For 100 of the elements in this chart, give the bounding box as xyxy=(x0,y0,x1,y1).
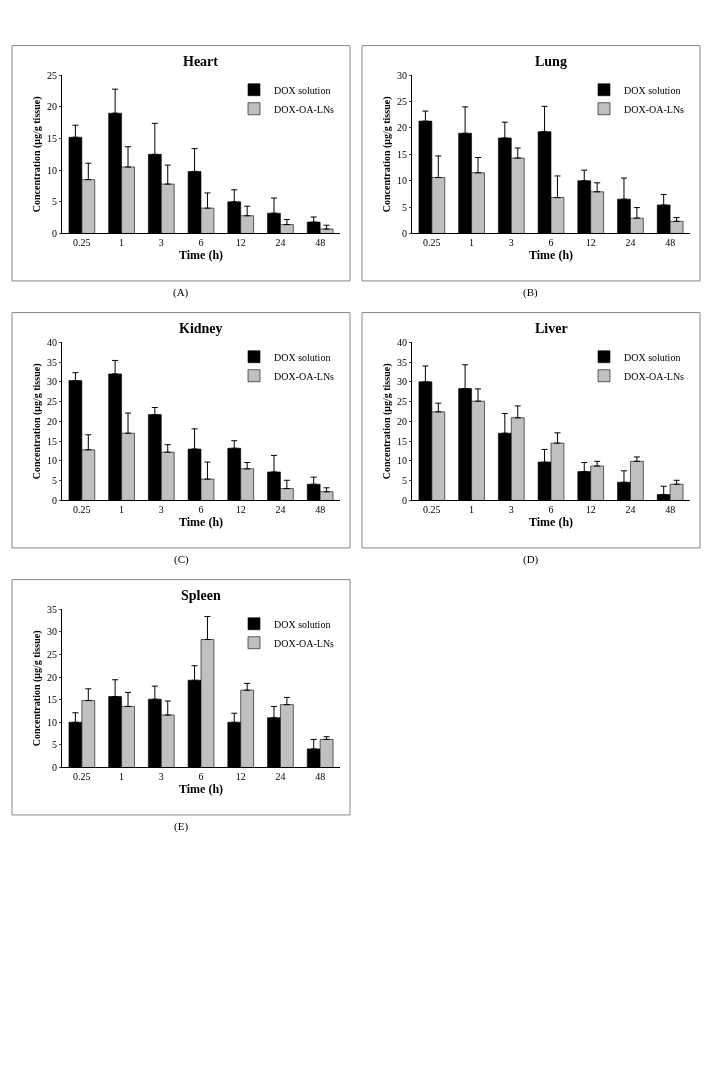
y-tick-label: 35 xyxy=(47,356,57,368)
text: (B) xyxy=(523,286,538,299)
x-tick-label: 0.25 xyxy=(73,504,91,516)
y-tick-label: 0 xyxy=(52,761,57,773)
chart-title: Spleen xyxy=(181,588,221,603)
y-tick-label: 5 xyxy=(402,201,407,213)
y-tick-label: 25 xyxy=(47,396,57,408)
x-tick-label: 6 xyxy=(548,504,554,516)
x-tick-label: 24 xyxy=(625,237,636,249)
x-tick-label: 48 xyxy=(665,237,676,249)
x-tick-label: 6 xyxy=(198,504,204,516)
x-tick-label: 24 xyxy=(275,237,286,249)
y-tick-label: 10 xyxy=(47,164,57,176)
y-tick-label: 5 xyxy=(52,739,57,751)
y-tick-label: 0 xyxy=(52,227,57,239)
x-tick-label: 12 xyxy=(235,504,246,516)
y-tick-label: 5 xyxy=(402,475,407,487)
x-tick-label: 1 xyxy=(469,237,475,249)
legend-label: DOX-OA-LNs xyxy=(274,637,335,649)
y-axis-title: Concentration (μg/g tissue) xyxy=(31,363,43,480)
x-tick-label: 12 xyxy=(585,237,596,249)
y-tick-label: 40 xyxy=(47,336,57,348)
y-tick-label: 20 xyxy=(47,101,57,113)
x-tick-label: 0.25 xyxy=(73,771,91,783)
y-tick-label: 20 xyxy=(47,671,57,683)
x-tick-label: 1 xyxy=(469,504,475,516)
x-axis-title: Time (h) xyxy=(178,782,224,797)
chart-title: Liver xyxy=(535,321,568,336)
chart-title: Lung xyxy=(535,54,567,69)
legend-label: DOX solution xyxy=(624,84,681,96)
y-tick-label: 15 xyxy=(47,694,57,706)
x-tick-label: 48 xyxy=(315,771,326,783)
x-tick-label: 6 xyxy=(198,771,204,783)
y-axis-title: Concentration (μg/g tissue) xyxy=(31,630,43,747)
y-tick-label: 35 xyxy=(397,356,407,368)
legend-label: DOX solution xyxy=(624,351,681,363)
y-tick-label: 30 xyxy=(47,376,57,388)
y-tick-label: 10 xyxy=(397,455,407,467)
x-tick-label: 6 xyxy=(198,237,204,249)
chart-title: Kidney xyxy=(179,321,223,336)
x-tick-label: 1 xyxy=(119,771,125,783)
y-tick-label: 20 xyxy=(397,415,407,427)
y-tick-label: 0 xyxy=(402,227,407,239)
y-tick-label: 15 xyxy=(397,435,407,447)
text: (A) xyxy=(173,286,189,299)
x-tick-label: 3 xyxy=(158,771,164,783)
x-tick-label: 12 xyxy=(235,237,246,249)
y-tick-label: 5 xyxy=(52,475,57,487)
y-axis-title: Concentration (μg/g tissue) xyxy=(31,96,43,213)
x-tick-label: 24 xyxy=(275,504,286,516)
text: (C) xyxy=(174,553,189,566)
x-tick-label: 48 xyxy=(315,237,326,249)
y-tick-label: 25 xyxy=(397,396,407,408)
y-tick-label: 25 xyxy=(397,96,407,108)
y-tick-label: 30 xyxy=(397,69,407,81)
x-tick-label: 3 xyxy=(508,237,514,249)
y-tick-label: 20 xyxy=(47,415,57,427)
y-tick-label: 15 xyxy=(47,435,57,447)
x-tick-label: 3 xyxy=(158,237,164,249)
y-tick-label: 10 xyxy=(397,175,407,187)
x-axis-title: Time (h) xyxy=(528,515,574,530)
chart-title: Heart xyxy=(183,54,219,69)
x-axis-title: Time (h) xyxy=(178,515,224,530)
y-axis-title: Concentration (μg/g tissue) xyxy=(381,96,393,213)
x-axis-title: Time (h) xyxy=(528,248,574,263)
x-tick-label: 0.25 xyxy=(423,237,441,249)
y-tick-label: 35 xyxy=(47,603,57,615)
legend-label: DOX solution xyxy=(274,84,331,96)
x-tick-label: 1 xyxy=(119,504,125,516)
legend-label: DOX solution xyxy=(274,618,331,630)
text: (D) xyxy=(523,553,539,566)
x-tick-label: 24 xyxy=(625,504,636,516)
x-tick-label: 12 xyxy=(235,771,246,783)
x-tick-label: 48 xyxy=(665,504,676,516)
y-tick-label: 20 xyxy=(397,122,407,134)
y-tick-label: 30 xyxy=(397,376,407,388)
y-tick-label: 5 xyxy=(52,196,57,208)
legend-label: DOX-OA-LNs xyxy=(274,370,335,382)
legend-label: DOX-OA-LNs xyxy=(624,103,685,115)
y-tick-label: 0 xyxy=(402,494,407,506)
legend-label: DOX-OA-LNs xyxy=(274,103,335,115)
y-tick-label: 40 xyxy=(397,336,407,348)
x-tick-label: 24 xyxy=(275,771,286,783)
x-tick-label: 0.25 xyxy=(423,504,441,516)
y-tick-label: 15 xyxy=(47,133,57,145)
y-tick-label: 15 xyxy=(397,148,407,160)
x-axis-title: Time (h) xyxy=(178,248,224,263)
text: (E) xyxy=(174,820,189,833)
x-tick-label: 12 xyxy=(585,504,596,516)
legend-label: DOX-OA-LNs xyxy=(624,370,685,382)
x-tick-label: 48 xyxy=(315,504,326,516)
y-tick-label: 25 xyxy=(47,69,57,81)
x-tick-label: 6 xyxy=(548,237,554,249)
y-tick-label: 0 xyxy=(52,494,57,506)
x-tick-label: 0.25 xyxy=(73,237,91,249)
y-tick-label: 30 xyxy=(47,626,57,638)
x-tick-label: 3 xyxy=(158,504,164,516)
y-tick-label: 25 xyxy=(47,648,57,660)
x-tick-label: 1 xyxy=(119,237,125,249)
y-axis-title: Concentration (μg/g tissue) xyxy=(381,363,393,480)
